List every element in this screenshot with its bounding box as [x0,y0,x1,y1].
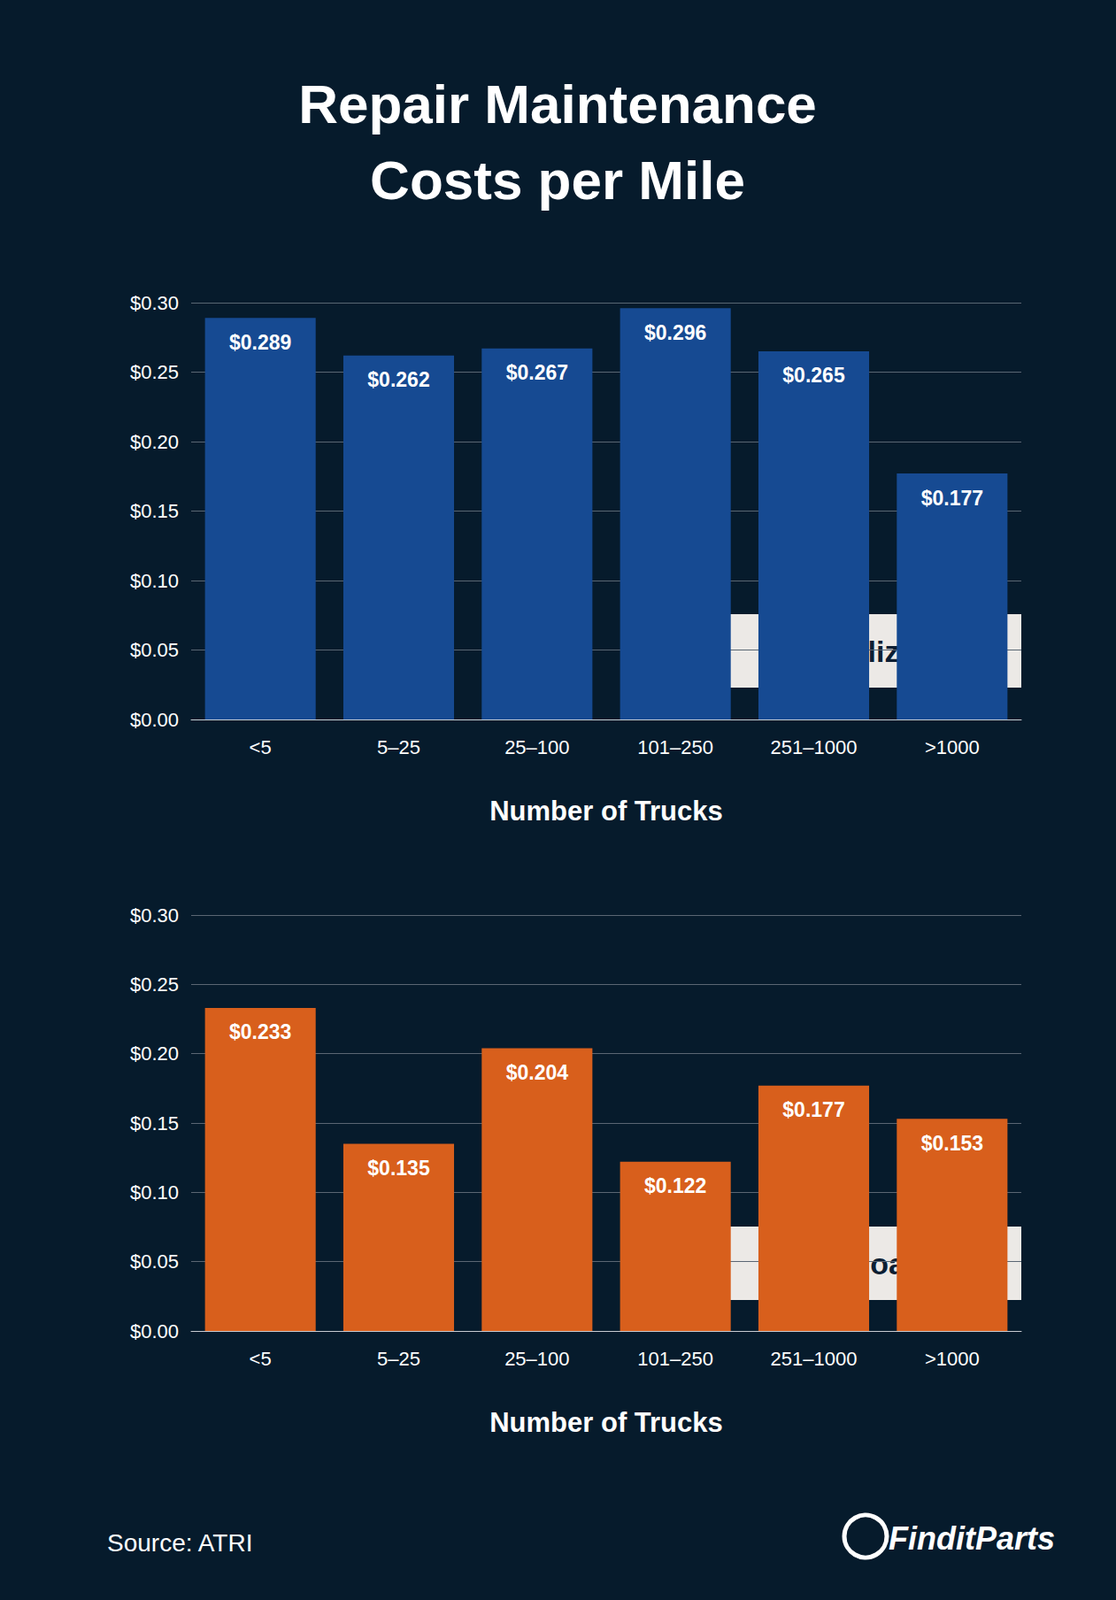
svg-text:5–25: 5–25 [377,736,421,759]
svg-text:101–250: 101–250 [637,1347,714,1370]
svg-text:$0.25: $0.25 [130,361,179,384]
svg-text:$0.25: $0.25 [130,973,179,996]
svg-text:>1000: >1000 [924,1347,980,1370]
svg-text:Number of Trucks: Number of Trucks [489,795,724,827]
svg-text:251–1000: 251–1000 [770,736,858,759]
svg-text:Source: ATRI: Source: ATRI [107,1529,253,1557]
svg-text:$0.289: $0.289 [229,330,292,355]
svg-text:$0.00: $0.00 [130,1320,179,1343]
svg-text:$0.233: $0.233 [229,1020,292,1044]
svg-text:Costs per Mile: Costs per Mile [369,149,746,211]
svg-text:$0.15: $0.15 [130,1112,179,1135]
svg-text:>1000: >1000 [924,736,980,759]
svg-text:$0.267: $0.267 [506,361,569,385]
svg-text:25–100: 25–100 [504,736,570,759]
svg-text:$0.10: $0.10 [130,1181,179,1204]
svg-text:$0.20: $0.20 [130,431,179,454]
svg-text:$0.153: $0.153 [921,1131,984,1155]
svg-text:251–1000: 251–1000 [770,1347,858,1370]
svg-text:Number of Trucks: Number of Trucks [489,1407,724,1439]
svg-text:Repair Maintenance: Repair Maintenance [298,73,817,135]
svg-text:$0.262: $0.262 [367,368,430,392]
svg-text:<5: <5 [249,736,272,759]
svg-text:$0.135: $0.135 [367,1156,431,1180]
svg-text:$0.30: $0.30 [130,904,179,927]
svg-text:FinditParts: FinditParts [888,1520,1055,1557]
svg-text:$0.204: $0.204 [506,1061,570,1085]
svg-text:$0.20: $0.20 [130,1042,179,1065]
svg-text:$0.10: $0.10 [130,569,179,593]
svg-text:$0.30: $0.30 [130,292,179,315]
svg-text:25–100: 25–100 [504,1347,570,1370]
svg-text:101–250: 101–250 [637,736,714,759]
svg-text:5–25: 5–25 [377,1347,421,1370]
svg-text:$0.122: $0.122 [644,1174,707,1198]
svg-text:<5: <5 [249,1347,272,1370]
svg-text:$0.15: $0.15 [130,500,179,523]
svg-text:$0.265: $0.265 [782,363,846,387]
svg-text:$0.05: $0.05 [130,1250,179,1273]
svg-text:$0.296: $0.296 [644,321,707,345]
svg-text:$0.177: $0.177 [921,486,984,510]
svg-text:$0.177: $0.177 [782,1098,845,1122]
svg-text:$0.00: $0.00 [130,708,179,732]
svg-text:$0.05: $0.05 [130,638,179,662]
